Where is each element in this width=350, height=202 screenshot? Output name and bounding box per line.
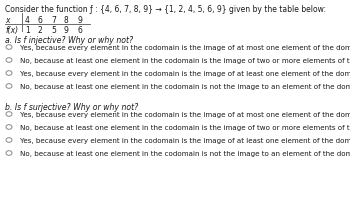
Text: No, because at least one element in the codomain is the image of two or more ele: No, because at least one element in the …: [20, 124, 350, 130]
Text: 6: 6: [38, 16, 43, 25]
Text: 4: 4: [25, 16, 30, 25]
Text: Yes, because every element in the codomain is the image of at most one element o: Yes, because every element in the codoma…: [20, 112, 350, 117]
Text: No, because at least one element in the codomain is not the image to an element : No, because at least one element in the …: [20, 84, 350, 89]
Text: No, because at least one element in the codomain is not the image to an element : No, because at least one element in the …: [20, 150, 350, 156]
Text: 5: 5: [51, 26, 56, 35]
Text: 9: 9: [64, 26, 69, 35]
Text: 6: 6: [77, 26, 82, 35]
Text: 7: 7: [51, 16, 56, 25]
Text: Yes, because every element in the codomain is the image of at least one element : Yes, because every element in the codoma…: [20, 71, 350, 77]
Text: Yes, because every element in the codomain is the image of at most one element o: Yes, because every element in the codoma…: [20, 45, 350, 51]
Text: b. Is f surjective? Why or why not?: b. Is f surjective? Why or why not?: [5, 102, 138, 112]
Text: Consider the function ƒ : {4, 6, 7, 8, 9} → {1, 2, 4, 5, 6, 9} given by the tabl: Consider the function ƒ : {4, 6, 7, 8, 9…: [5, 5, 326, 14]
Text: 1: 1: [25, 26, 30, 35]
Text: 8: 8: [64, 16, 69, 25]
Text: No, because at least one element in the codomain is the image of two or more ele: No, because at least one element in the …: [20, 58, 350, 64]
Text: 9: 9: [77, 16, 82, 25]
Text: x: x: [5, 16, 9, 25]
Text: 2: 2: [38, 26, 43, 35]
Text: a. Is f injective? Why or why not?: a. Is f injective? Why or why not?: [5, 36, 133, 45]
Text: f(x): f(x): [5, 26, 18, 35]
Text: Yes, because every element in the codomain is the image of at least one element : Yes, because every element in the codoma…: [20, 137, 350, 143]
